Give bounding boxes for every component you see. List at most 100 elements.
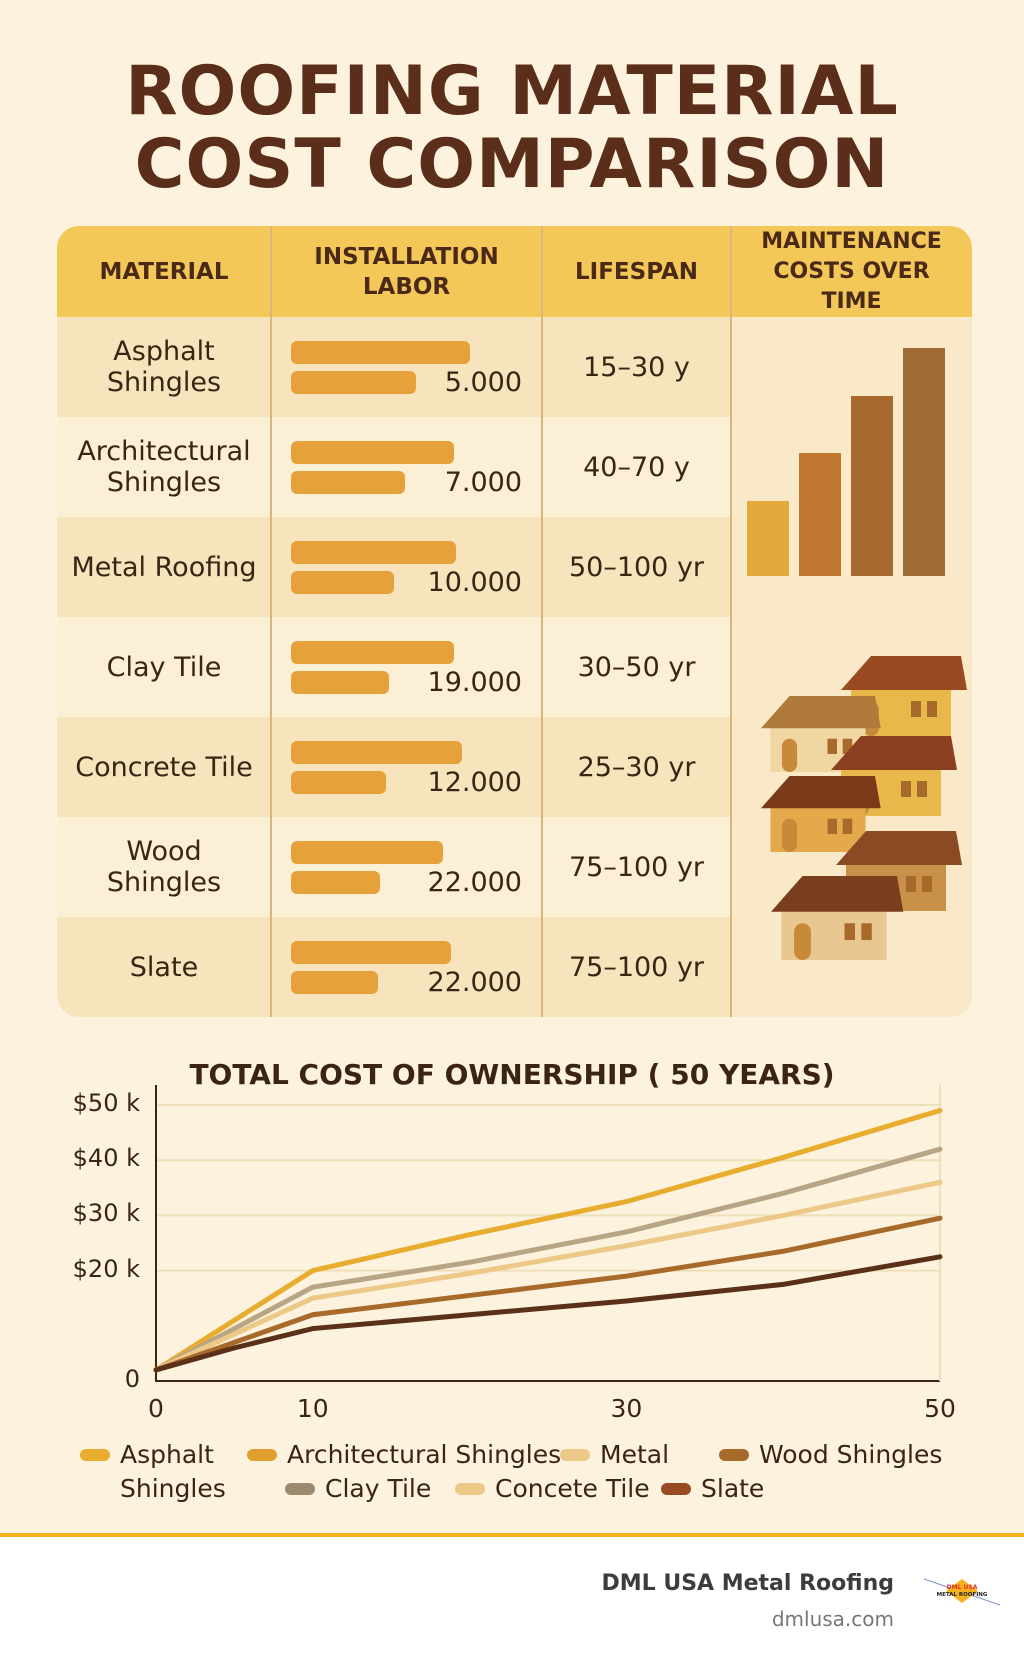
brand-name: DML USA Metal Roofing xyxy=(601,1571,895,1596)
y-tick-label: $50 k xyxy=(72,1089,140,1117)
legend-item: Metal xyxy=(560,1438,669,1472)
maintenance-bar xyxy=(747,500,789,576)
legend-label: Asphalt Shingles xyxy=(120,1440,226,1503)
axes xyxy=(155,1085,940,1382)
brand-logo: DML USA METAL ROOFING xyxy=(923,1578,1001,1606)
maintenance-bar xyxy=(799,452,841,576)
legend-item: Concete Tile xyxy=(455,1472,650,1506)
series-line-0 xyxy=(153,1108,943,1373)
table-row: Architectural Shingles 7.000 40–70 y xyxy=(57,417,731,517)
material-name: Slate xyxy=(129,951,199,983)
page-title-line1: ROOFING MATERIAL xyxy=(125,52,899,131)
y-tick-label: $40 k xyxy=(72,1144,140,1173)
installation-labor-cell: 7.000 xyxy=(271,417,542,517)
labor-value: 19.000 xyxy=(427,667,522,698)
installation-labor-cell: 12.000 xyxy=(271,717,542,817)
labor-bar xyxy=(291,471,405,494)
labor-bar xyxy=(291,541,457,564)
lifespan-value: 25–30 yr xyxy=(577,751,696,783)
installation-labor-cell: 10.000 xyxy=(271,517,542,617)
legend-swatch xyxy=(80,1449,110,1461)
installation-labor-cell: 22.000 xyxy=(271,817,542,917)
table-row: Clay Tile 19.000 30–50 yr xyxy=(57,617,731,717)
maintenance-bar-chart xyxy=(747,346,957,576)
x-tick-label: 50 xyxy=(924,1394,956,1423)
material-name: Clay Tile xyxy=(106,651,222,683)
installation-labor-cell: 22.000 xyxy=(271,917,542,1017)
houses-illustration xyxy=(761,656,967,960)
legend-swatch xyxy=(560,1449,590,1461)
labor-bar xyxy=(291,971,378,994)
legend-label: Clay Tile xyxy=(325,1474,432,1503)
svg-text:METAL ROOFING: METAL ROOFING xyxy=(937,1592,988,1598)
labor-bar xyxy=(291,341,470,364)
brand-url: dmlusa.com xyxy=(771,1607,894,1631)
labor-bar xyxy=(291,571,394,594)
legend-item: Asphalt Shingles xyxy=(80,1438,240,1506)
series-line-3 xyxy=(153,1215,943,1373)
x-tick-label: 10 xyxy=(296,1394,329,1423)
y-tick-label: $30 k xyxy=(72,1199,140,1228)
labor-bar xyxy=(291,841,443,864)
labor-value: 7.000 xyxy=(444,467,522,498)
table-row: Asphalt Shingles 5.000 15–30 y xyxy=(57,317,731,417)
x-tick-label: 30 xyxy=(610,1394,643,1423)
labor-value: 22.000 xyxy=(427,867,522,898)
maintenance-bar xyxy=(903,348,945,576)
material-name: Concrete Tile xyxy=(75,751,253,783)
series-line-2 xyxy=(153,1179,943,1373)
labor-bar xyxy=(291,741,462,764)
material-name: Wood Shingles xyxy=(106,836,222,898)
labor-bar xyxy=(291,371,416,394)
header-maintenance: MAINTENANCE COSTS OVER TIME xyxy=(731,226,972,317)
lifespan-value: 30–50 yr xyxy=(577,651,696,683)
legend-label: Architectural Shingles xyxy=(287,1440,562,1469)
x-tick-label: 0 xyxy=(148,1394,164,1423)
house-icon xyxy=(761,776,881,852)
lifespan-value: 40–70 y xyxy=(583,451,690,483)
labor-bar xyxy=(291,671,389,694)
table-row: Concrete Tile 12.000 25–30 yr xyxy=(57,717,731,817)
chart-title: TOTAL COST OF OWNERSHIP ( 50 YEARS) xyxy=(189,1058,835,1091)
footer-divider xyxy=(0,1533,1024,1537)
material-name: Asphalt Shingles xyxy=(106,336,222,398)
comparison-table: MATERIAL INSTALLATION LABOR LIFESPAN MAI… xyxy=(57,226,972,1017)
page-title-line2: COST COMPARISON xyxy=(134,125,890,204)
header-material: MATERIAL xyxy=(57,226,271,317)
maintenance-bar xyxy=(851,395,893,576)
svg-text:DML USA: DML USA xyxy=(947,1584,978,1591)
labor-bar xyxy=(291,871,381,894)
divider xyxy=(270,226,272,1017)
lifespan-value: 75–100 yr xyxy=(568,951,705,983)
labor-bar xyxy=(291,941,451,964)
legend-label: Metal xyxy=(600,1440,670,1469)
table-row: Slate 22.000 75–100 yr xyxy=(57,917,731,1017)
legend-item: Architectural Shingles xyxy=(247,1438,561,1472)
material-name: Architectural Shingles xyxy=(77,436,251,498)
legend-label: Concete Tile xyxy=(495,1474,650,1503)
legend-item: Clay Tile xyxy=(285,1472,431,1506)
installation-labor-cell: 5.000 xyxy=(271,317,542,417)
legend-swatch xyxy=(247,1449,277,1461)
legend-label: Slate xyxy=(701,1474,765,1503)
lifespan-value: 15–30 y xyxy=(583,351,690,383)
labor-value: 10.000 xyxy=(427,567,522,598)
divider xyxy=(730,226,732,1017)
house-icon xyxy=(771,876,904,960)
legend-item: Wood Shingles xyxy=(719,1438,942,1472)
divider xyxy=(541,226,543,1017)
lifespan-value: 75–100 yr xyxy=(568,851,705,883)
labor-bar xyxy=(291,441,454,464)
footer: DML USA Metal Roofing dmlusa.com DML USA… xyxy=(0,1537,1024,1666)
series-line-4 xyxy=(153,1254,943,1373)
lifespan-value: 50–100 yr xyxy=(568,551,705,583)
labor-value: 22.000 xyxy=(427,967,522,998)
y-tick-label: $20 k xyxy=(72,1254,140,1283)
header-installation-labor: INSTALLATION LABOR xyxy=(271,226,542,317)
legend-swatch xyxy=(719,1449,749,1461)
legend-label: Wood Shingles xyxy=(759,1440,943,1469)
installation-labor-cell: 19.000 xyxy=(271,617,542,717)
labor-value: 5.000 xyxy=(444,367,522,398)
legend-swatch xyxy=(661,1483,691,1495)
